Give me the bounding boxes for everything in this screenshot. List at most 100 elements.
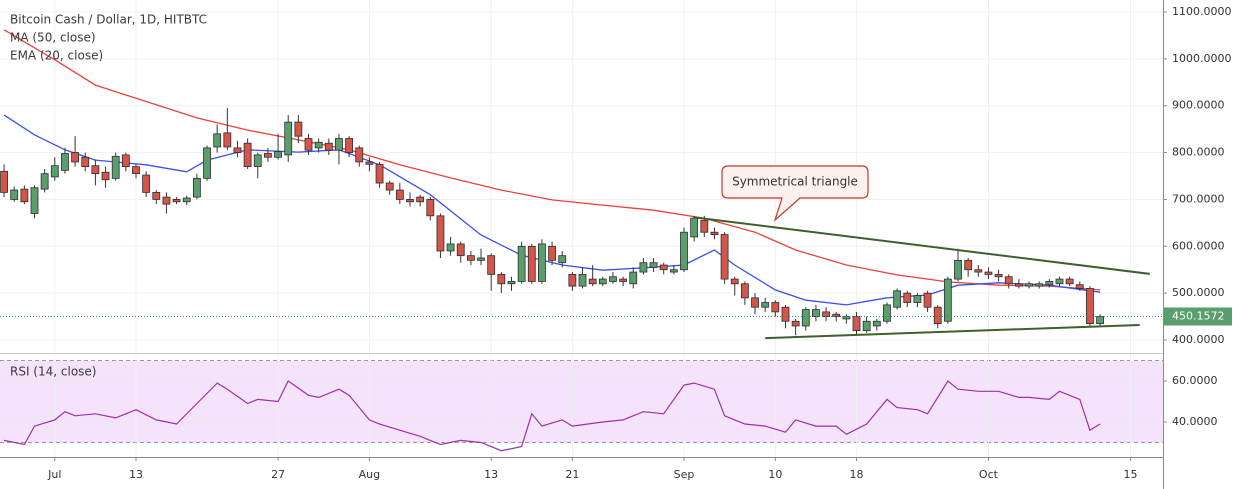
x-tick-label: 21 <box>565 468 579 481</box>
candle-body <box>61 153 69 171</box>
candle-body <box>720 234 729 280</box>
candle-body <box>558 255 567 264</box>
candle-body <box>50 165 59 178</box>
candle-body <box>385 182 394 191</box>
y-tick-label: 600.0000 <box>1172 239 1225 252</box>
candle-body <box>416 196 425 203</box>
candle-body <box>1065 278 1074 285</box>
candle-body <box>121 154 130 168</box>
candle-body <box>1086 288 1094 325</box>
candle-body <box>710 231 719 235</box>
x-tick-label: 27 <box>271 468 285 481</box>
candle-body <box>294 121 303 137</box>
plot <box>0 29 1163 452</box>
y-tick-label: 500.0000 <box>1172 286 1225 299</box>
candle-body <box>426 199 435 217</box>
x-tick-label: Oct <box>979 468 999 481</box>
candle-body <box>893 290 902 308</box>
candle-body <box>609 276 617 282</box>
candle-body <box>101 171 110 181</box>
candle-body <box>324 142 333 151</box>
candle-body <box>132 166 140 175</box>
candle-body <box>456 243 465 257</box>
candle-body <box>446 243 455 252</box>
annotation: Symmetrical triangle <box>721 165 869 222</box>
candle-body <box>1045 281 1054 286</box>
candle-body <box>264 153 272 158</box>
candle-body <box>40 173 49 190</box>
candle-body <box>548 245 556 261</box>
candle-body <box>852 316 861 332</box>
candle-body <box>436 215 445 252</box>
candle-body <box>71 152 79 163</box>
candle-body <box>507 281 516 285</box>
candle-body <box>1004 276 1013 285</box>
x-tick-label: 15 <box>1124 468 1138 481</box>
candle-body <box>1035 283 1044 287</box>
candle-body <box>771 302 780 313</box>
annotation-text: Symmetrical triangle <box>732 175 858 189</box>
y-tick-label: 40.0000 <box>1172 415 1218 428</box>
candle-body <box>172 199 181 203</box>
candle-body <box>517 245 526 282</box>
candle-body <box>751 297 759 308</box>
candle-body <box>223 132 232 148</box>
x-tick-label: Aug <box>359 468 380 481</box>
candle-body <box>466 255 475 261</box>
candle-body <box>203 147 211 179</box>
candle-body <box>213 133 222 148</box>
y-tick-label: 1000.0000 <box>1172 52 1232 65</box>
candle-body <box>375 163 384 184</box>
candle-body <box>862 320 871 332</box>
candle-body <box>801 309 810 327</box>
candle-body <box>1075 284 1084 289</box>
candle-body <box>253 154 262 168</box>
x-tick-label: 18 <box>850 468 864 481</box>
candle-body <box>365 161 374 165</box>
candle-body <box>629 271 638 285</box>
annotation-callout <box>721 165 869 222</box>
candle-body <box>781 306 790 322</box>
candle-body <box>497 274 506 285</box>
candle-body <box>943 278 952 322</box>
candle-body <box>487 255 496 275</box>
y-tick-label: 700.0000 <box>1172 192 1225 205</box>
candle-body <box>730 278 739 285</box>
candle-body <box>304 138 313 151</box>
x-tick-label: Jul <box>47 468 61 481</box>
legend-ma: MA (50, close) <box>10 31 96 45</box>
candle-body <box>954 259 962 280</box>
last-price-box <box>1164 307 1232 326</box>
candle-body <box>30 187 39 214</box>
candle-body <box>1014 283 1023 287</box>
candle-body <box>598 278 607 285</box>
candle-body <box>812 309 820 317</box>
candle-body <box>314 141 323 149</box>
y-tick-label: 800.0000 <box>1172 146 1225 159</box>
candle-body <box>872 320 881 327</box>
moving-average <box>3 29 1101 291</box>
candle-body <box>639 262 648 273</box>
candle-body <box>0 170 8 193</box>
x-tick-label: 10 <box>768 468 782 481</box>
candle-body <box>883 304 891 322</box>
candle-body <box>690 217 699 238</box>
x-tick-label: 13 <box>129 468 143 481</box>
candle-body <box>761 302 770 308</box>
candle-body <box>527 245 536 282</box>
candle-body <box>619 278 628 282</box>
candle-body <box>81 156 90 168</box>
candle-body <box>588 278 597 285</box>
rsi-title: RSI (14, close) <box>10 365 96 379</box>
candle-body <box>994 274 1003 278</box>
x-tick-label: Sep <box>674 468 695 481</box>
candle-body <box>1055 278 1064 285</box>
candle-body <box>933 306 942 325</box>
trendline <box>692 216 1150 275</box>
grid <box>0 0 1163 457</box>
candle-body <box>152 192 161 200</box>
candle-body <box>111 155 120 179</box>
candle-body <box>335 138 343 151</box>
candle-body <box>20 188 29 203</box>
candle-body <box>923 292 932 308</box>
